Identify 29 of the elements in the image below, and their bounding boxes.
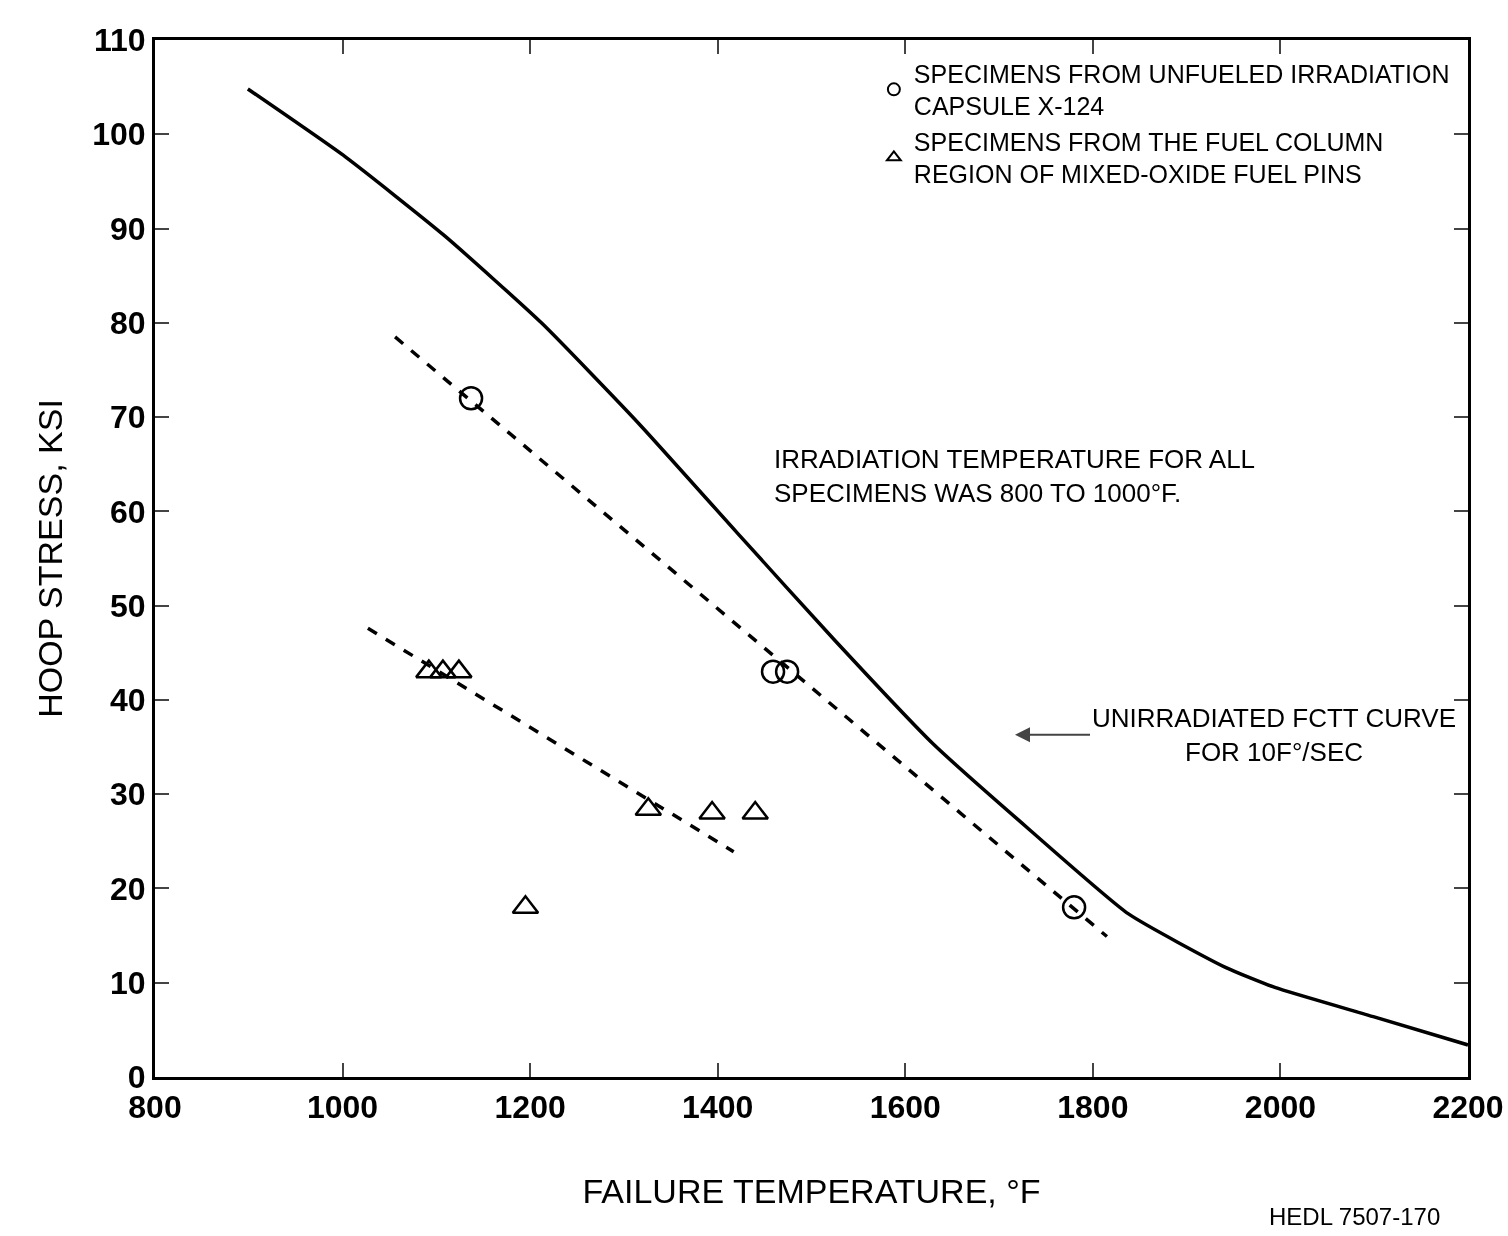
point: [774, 659, 800, 684]
y-tick-label: 80: [110, 305, 146, 342]
y-tick-label: 10: [110, 964, 146, 1001]
annotation: UNIRRADIATED FCTT CURVE FOR 10F°/SEC: [1092, 703, 1457, 767]
y-tick-label: 60: [110, 493, 146, 530]
y-tick-label: 110: [93, 22, 146, 59]
point: [760, 659, 786, 684]
x-tick-label: 1800: [1057, 1089, 1129, 1126]
y-tick-label: 50: [110, 587, 146, 624]
line-series: [246, 87, 1468, 1047]
y-tick-label: 40: [110, 682, 146, 719]
point: [458, 385, 484, 411]
x-tick-label: 2000: [1244, 1089, 1317, 1126]
x-tick-label: 1200: [494, 1089, 566, 1126]
x-tick-label: 1000: [306, 1089, 379, 1126]
y-tick-label: 100: [92, 116, 146, 153]
x-axis-title: FAILURE TEMPERATURE, °F: [582, 1171, 1041, 1210]
y-tick-label: 30: [110, 776, 146, 813]
x-tick-label: 1600: [869, 1089, 941, 1126]
legend-label: SPECIMENS FROM THE FUEL COLUMN REGION OF MIXED-OXIDE FUEL PINS: [913, 127, 1384, 189]
y-tick-label: 90: [110, 210, 146, 247]
legend-label: SPECIMENS FROM UNFUELED IRRADIATION CAPSULE X-124: [913, 59, 1450, 121]
y-tick-label: 70: [110, 399, 146, 436]
annotation: IRRADIATION TEMPERATURE FOR ALL SPECIMENS WAS 800 TO 1000°F.: [774, 444, 1256, 508]
y-tick-label: 20: [110, 870, 146, 907]
y-axis-title: HOOP STRESS, KSI: [30, 399, 69, 718]
x-tick-label: 1400: [682, 1089, 754, 1126]
x-tick-label: 2200: [1432, 1089, 1504, 1126]
text: HEDL 7507-170: [1269, 1203, 1441, 1230]
